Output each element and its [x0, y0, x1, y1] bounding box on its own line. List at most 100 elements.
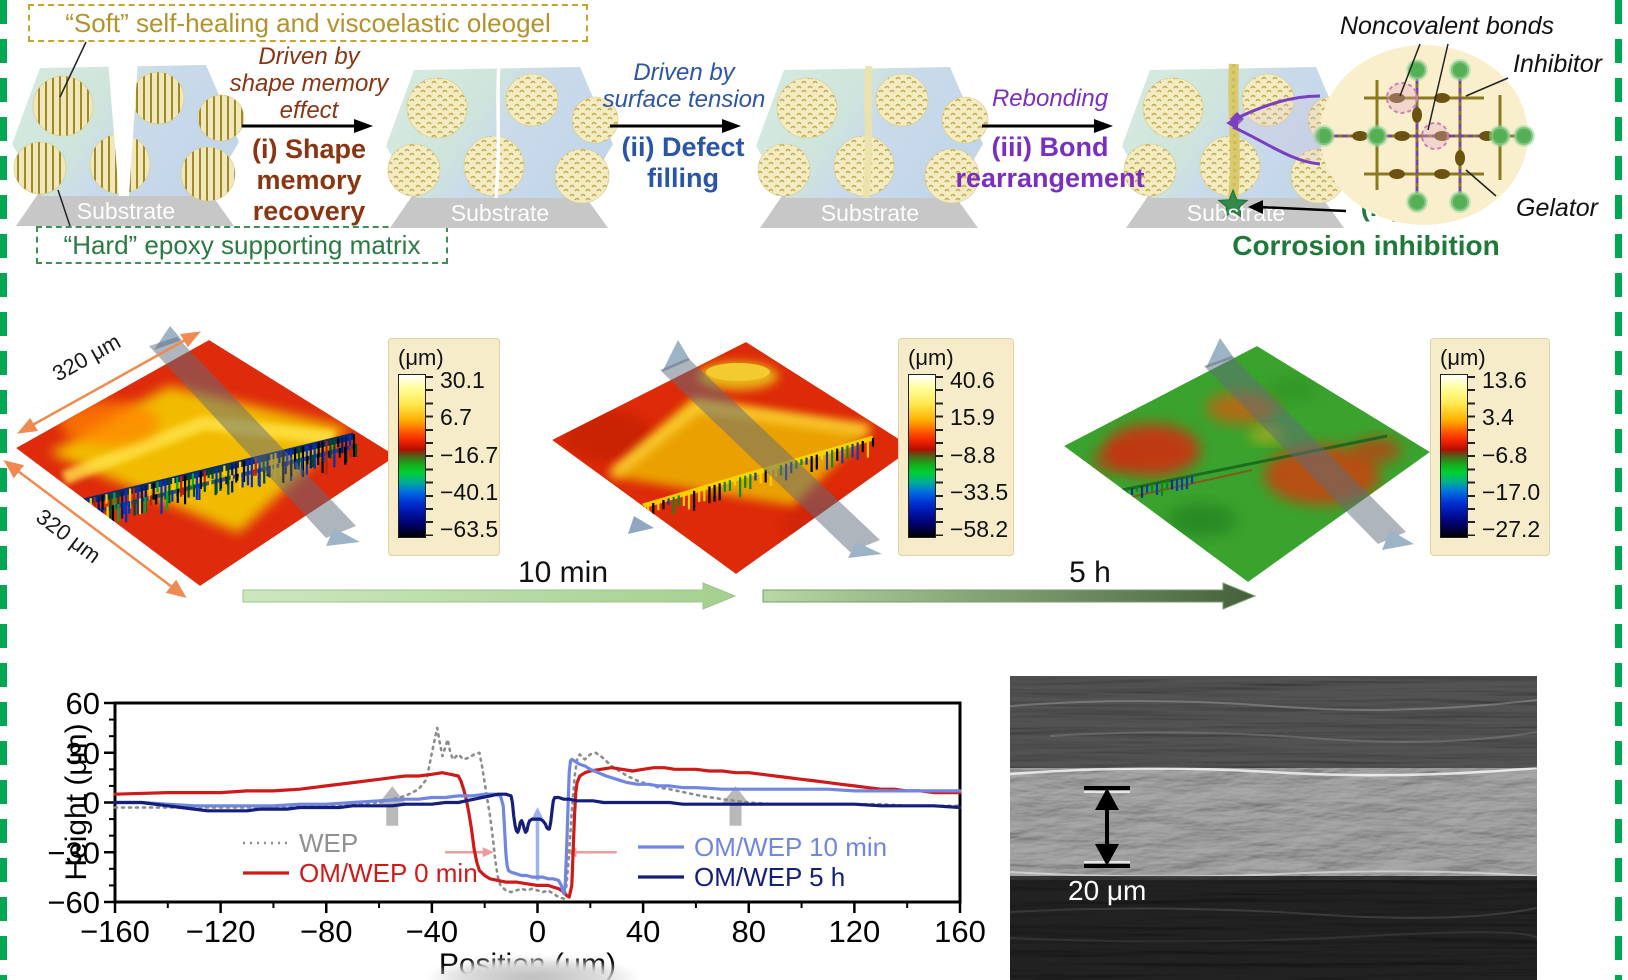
series-OM/WEP 5 h: [113, 792, 962, 834]
surface-plot-0min: 320 μm 320 μm: [3, 326, 396, 598]
gelator-leader: [1465, 169, 1497, 197]
section-plane-flap-bottom: [1382, 530, 1414, 550]
section-plane: [660, 358, 880, 552]
thickness-arrow-icon: [1084, 786, 1130, 868]
y-axis-label: Height (μm): [60, 723, 93, 880]
step2-driver-text: Driven by surface tension: [602, 59, 766, 113]
scratch-spikes: [641, 438, 875, 520]
step1-driver-text: Driven by shape memory effect: [229, 43, 389, 124]
hard-epoxy-label-text: “Hard” epoxy supporting matrix: [63, 229, 421, 260]
legend-label-WEP: WEP: [299, 828, 358, 858]
colorbar-labels: 30.1 6.7 −16.7 −40.1 −63.5: [440, 367, 499, 542]
colorbar-labels: 40.6 15.9 −8.8 −33.5 −58.2: [950, 367, 1009, 542]
soft-oleogel-label: “Soft” self-healing and viscoelastic ole…: [28, 4, 588, 42]
oleogel-domain: [387, 143, 441, 197]
series-OM/WEP 0 min: [113, 766, 962, 899]
substrate-label: Substrate: [821, 200, 919, 226]
figure-border-left: [0, 0, 7, 980]
coating-unit-defect-filled: Substrate: [756, 65, 989, 228]
oleogel-domain: [941, 96, 989, 144]
recovery-arrowhead-icon: [721, 786, 750, 805]
y-tick-label: 0: [83, 786, 100, 821]
oleogel-domain: [571, 96, 619, 144]
colorbar-unit-label: (μm): [1440, 345, 1486, 370]
oleogel-domain: [1123, 143, 1177, 197]
substrate-label: Substrate: [451, 200, 549, 226]
inset-zoom-curve-bottom: [1232, 125, 1321, 166]
colorbar-gradient: [398, 374, 426, 538]
x-tick-label: 160: [934, 914, 986, 949]
colorbar-ticks: [426, 376, 433, 536]
colorbar-labels: 13.6 3.4 −6.8 −17.0 −27.2: [1482, 367, 1541, 542]
oleogel-domain: [32, 75, 94, 137]
substrate-label: Substrate: [1187, 200, 1285, 226]
gelator-label: Gelator: [1516, 194, 1598, 222]
step1-name: (i) Shape memory recovery: [251, 134, 366, 226]
substrate-shape: [16, 194, 234, 226]
noncovalent-bond-highlights: [1386, 82, 1449, 150]
step3-driver-text: Rebonding: [991, 85, 1109, 112]
oleogel-domain: [924, 148, 980, 204]
section-plane-flap-left: [628, 516, 654, 534]
filled-crack: [862, 65, 873, 199]
oleogel-domain: [875, 73, 929, 127]
surface-plot-10min: [552, 340, 913, 574]
coating-unit-damaged: Substrate: [12, 60, 245, 226]
colorbar-5h: (μm) 13.6 3.4 −6.8 −17.0 −27.2: [1430, 338, 1550, 556]
noncovalent-leader-1: [1399, 43, 1421, 97]
step3-name: (iii) Bond rearrangement: [955, 132, 1145, 193]
section-plane-flap-bottom: [326, 528, 360, 546]
oleogel-domain: [463, 135, 525, 197]
substrate-label: Substrate: [77, 198, 175, 224]
x-tick-label: 40: [626, 914, 660, 949]
dimension-label-top: 320 μm: [48, 329, 125, 387]
dimension-arrow-side: [3, 460, 187, 598]
oleogel-domain: [554, 148, 610, 204]
y-tick-label: 60: [66, 686, 100, 721]
section-plane-flap-bottom: [848, 542, 882, 558]
oleogel-domain: [13, 141, 67, 195]
dimension-arrow-top: [17, 331, 201, 434]
oleogel-domain: [776, 77, 838, 139]
narrowed-crack: [494, 65, 501, 199]
section-plane-flap-top: [662, 340, 690, 372]
time-arrow-5h: [762, 582, 1257, 610]
width-arrowhead-left: [482, 847, 494, 858]
colorbar-0min: (μm) 30.1 6.7 −16.7 −40.1 −63.5: [388, 338, 500, 556]
inset-zoom-curve-top: [1232, 94, 1321, 122]
noncovalent-leader-2: [1427, 43, 1449, 131]
inhibitor-label: Inhibitor: [1513, 50, 1602, 78]
inset-zoom-origin-marker: [1226, 116, 1238, 130]
colorbar-gradient: [1440, 374, 1468, 538]
step1-arrow-icon: [242, 119, 373, 133]
section-plane: [149, 337, 356, 538]
colorbar-unit-label: (μm): [908, 345, 954, 370]
y-tick-label: −60: [47, 885, 100, 920]
oleogel-domain: [1241, 73, 1295, 127]
soft-label-leader-line: [59, 41, 87, 98]
step2-name: (ii) Defect filling: [621, 132, 745, 193]
x-tick-label: 80: [732, 914, 766, 949]
colorbar-gradient: [908, 374, 936, 538]
open-crack: [108, 60, 138, 196]
colorbar-unit-label: (μm): [398, 345, 444, 370]
step3-arrow-icon: [982, 119, 1113, 133]
time-label-10min: 10 min: [517, 556, 609, 589]
x-tick-label: −160: [80, 914, 150, 949]
oleogel-domain: [197, 94, 245, 142]
y-tick-label: −30: [47, 835, 100, 870]
hard-label-leader-line: [57, 189, 71, 227]
oleogel-domain: [505, 73, 559, 127]
step4-name: Corrosion inhibition: [1232, 230, 1500, 261]
x-tick-label: −120: [186, 914, 256, 949]
time-arrow-10min: [242, 582, 737, 610]
series-WEP: [113, 726, 962, 900]
inset-zoom-wedge: [1233, 98, 1320, 162]
sem-cross-section-image: 20 μm: [1009, 676, 1539, 980]
series-OM/WEP 10 min: [113, 757, 962, 896]
substrate-shape: [390, 196, 608, 228]
figure-border-right: [1615, 0, 1622, 980]
legend-label-OM/WEP 5 h: OM/WEP 5 h: [694, 862, 845, 892]
noncovalent-bonds-label: Noncovalent bonds: [1339, 12, 1555, 40]
